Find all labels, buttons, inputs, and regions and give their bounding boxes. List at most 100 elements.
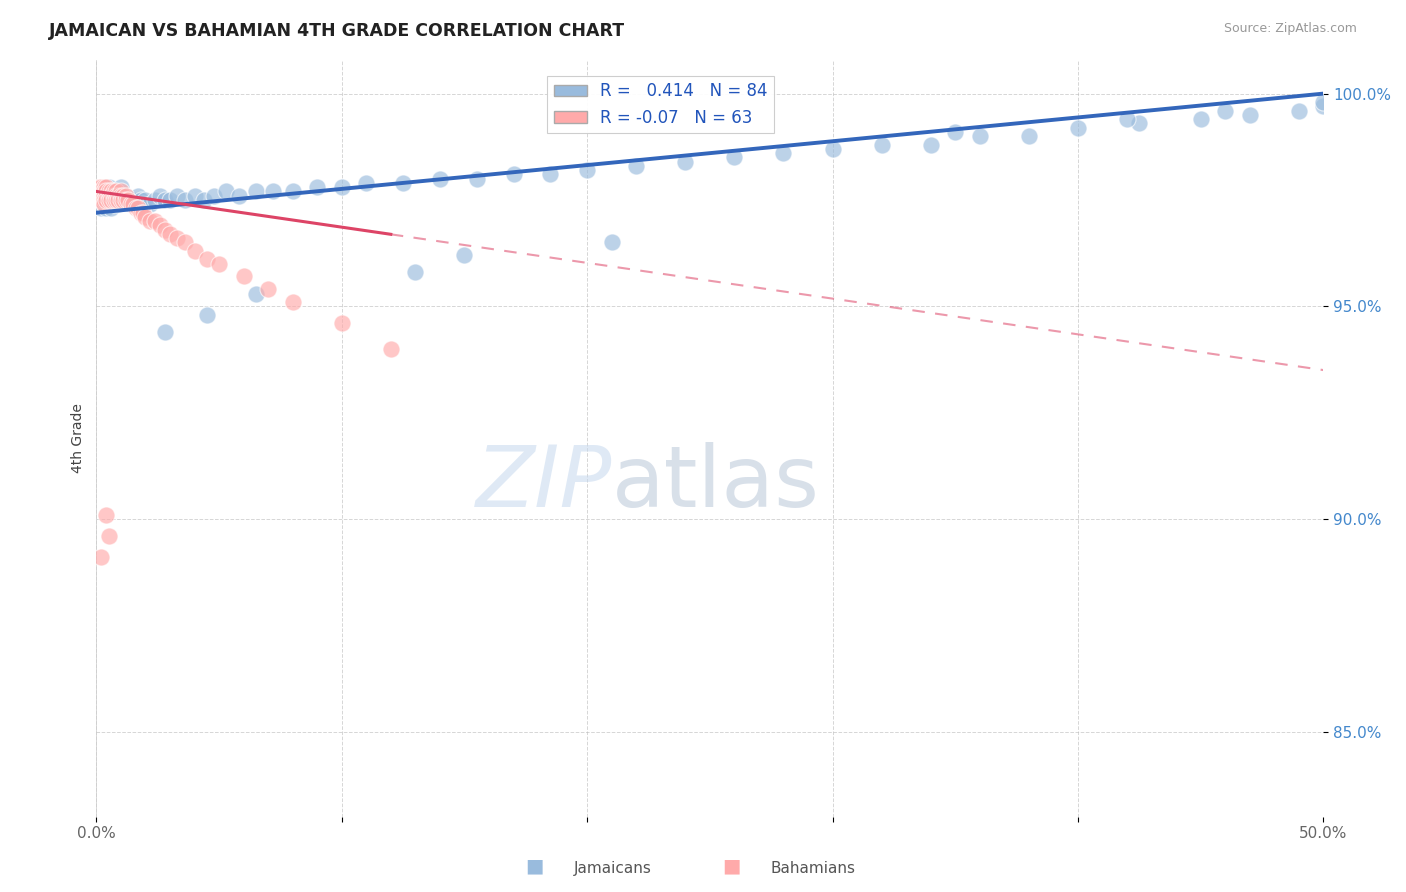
Point [100,188,122,202]
Point [103,188,125,202]
Point [262,185,284,199]
Point [232,269,254,284]
Point [600,235,623,250]
Point [215,185,238,199]
Point [104,193,127,207]
Point [1312,99,1334,113]
Point [97,529,120,543]
Point [245,286,267,301]
Point [93,197,115,211]
Point [149,219,172,233]
Point [107,188,129,202]
Point [257,282,280,296]
Y-axis label: 4th Grade: 4th Grade [72,403,86,473]
Point [90,185,112,199]
Point [124,202,146,216]
Point [117,193,139,207]
Point [624,159,647,173]
Point [97,188,120,202]
Point [97,185,120,199]
Point [143,193,166,207]
Point [228,188,250,202]
Point [453,248,475,262]
Point [173,235,195,250]
Point [90,193,112,207]
Point [104,185,127,199]
Text: Source: ZipAtlas.com: Source: ZipAtlas.com [1223,22,1357,36]
Point [159,193,181,207]
Point [772,146,794,161]
Point [330,316,353,330]
Point [193,193,215,207]
Point [110,180,132,194]
Point [100,185,122,199]
Point [673,154,696,169]
Point [93,188,115,202]
Point [87,185,110,199]
Point [100,193,122,207]
Point [107,193,129,207]
Point [920,137,942,152]
Point [97,197,120,211]
Point [153,193,176,207]
Point [112,193,135,207]
Point [90,188,112,202]
Point [429,171,451,186]
Point [90,185,112,199]
Point [134,193,156,207]
Text: ■: ■ [524,857,544,876]
Point [139,197,162,211]
Point [1189,112,1212,127]
Point [821,142,844,156]
Point [107,197,129,211]
Point [1018,129,1040,144]
Point [1312,95,1334,109]
Point [93,180,115,194]
Point [183,188,205,202]
Point [96,193,118,207]
Point [576,163,599,178]
Point [1213,103,1236,118]
Point [97,180,120,194]
Point [124,197,146,211]
Point [122,193,145,207]
Point [307,180,329,194]
Point [93,197,115,211]
Point [97,193,120,207]
Point [969,129,991,144]
Point [90,550,112,565]
Point [87,180,110,194]
Point [96,193,118,207]
Point [183,244,205,258]
Point [1067,120,1090,135]
Point [502,168,524,182]
Point [96,508,118,522]
Point [120,197,142,211]
Point [159,227,181,241]
Point [96,185,118,199]
Point [107,188,129,202]
Point [870,137,893,152]
Point [122,197,145,211]
Point [114,188,136,202]
Point [132,197,155,211]
Point [97,188,120,202]
Point [100,202,122,216]
Point [103,188,125,202]
Point [100,185,122,199]
Point [87,193,110,207]
Point [112,188,135,202]
Point [90,180,112,194]
Point [245,185,267,199]
Point [1239,108,1261,122]
Point [208,257,231,271]
Point [104,185,127,199]
Point [100,193,122,207]
Point [173,193,195,207]
Point [166,188,188,202]
Point [129,193,152,207]
Point [943,125,966,139]
Point [380,342,402,356]
Text: Jamaicans: Jamaicans [574,861,651,876]
Text: Bahamians: Bahamians [770,861,855,876]
